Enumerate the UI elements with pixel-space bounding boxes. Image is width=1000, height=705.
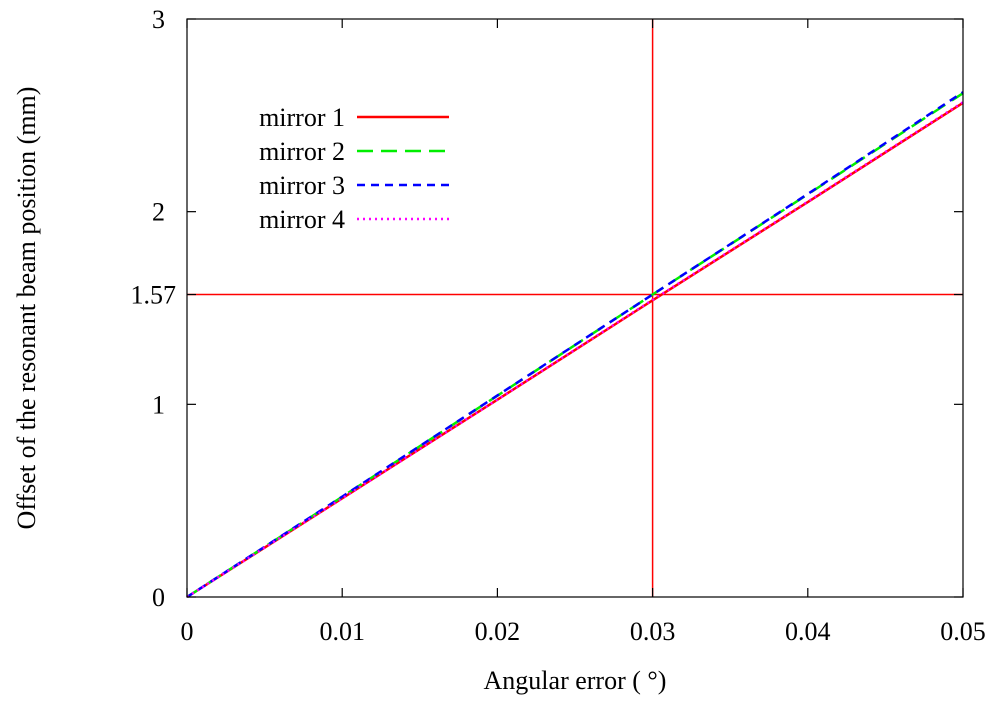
y-tick-label: 0 bbox=[152, 583, 165, 612]
x-tick-label: 0 bbox=[181, 617, 194, 646]
x-tick-label: 0.04 bbox=[785, 617, 831, 646]
reference-value-label: 1.57 bbox=[131, 281, 177, 310]
x-tick-label: 0.01 bbox=[319, 617, 365, 646]
y-tick-label: 1 bbox=[152, 390, 165, 419]
legend-label-2: mirror 2 bbox=[259, 137, 345, 166]
x-axis-ticks: 0 0.01 0.02 0.03 0.04 0.05 bbox=[181, 19, 986, 646]
legend-label-3: mirror 3 bbox=[259, 171, 345, 200]
y-axis-label: Offset of the resonant beam position (mm… bbox=[12, 87, 41, 530]
legend-label-1: mirror 1 bbox=[259, 103, 345, 132]
y-tick-label: 2 bbox=[152, 198, 165, 227]
x-tick-label: 0.03 bbox=[630, 617, 676, 646]
annotation-lines bbox=[187, 19, 963, 597]
x-tick-label: 0.05 bbox=[940, 617, 986, 646]
legend: mirror 1 mirror 2 mirror 3 mirror 4 bbox=[259, 103, 449, 234]
plot-frame bbox=[186, 18, 964, 598]
y-tick-label: 3 bbox=[152, 5, 165, 34]
series-line-3 bbox=[186, 91, 964, 599]
y-axis-ticks: 0 1 2 3 bbox=[152, 5, 963, 612]
series-lines bbox=[186, 91, 964, 599]
legend-label-4: mirror 4 bbox=[259, 205, 345, 234]
x-tick-label: 0.02 bbox=[475, 617, 521, 646]
x-axis-label: Angular error ( °) bbox=[484, 666, 667, 695]
